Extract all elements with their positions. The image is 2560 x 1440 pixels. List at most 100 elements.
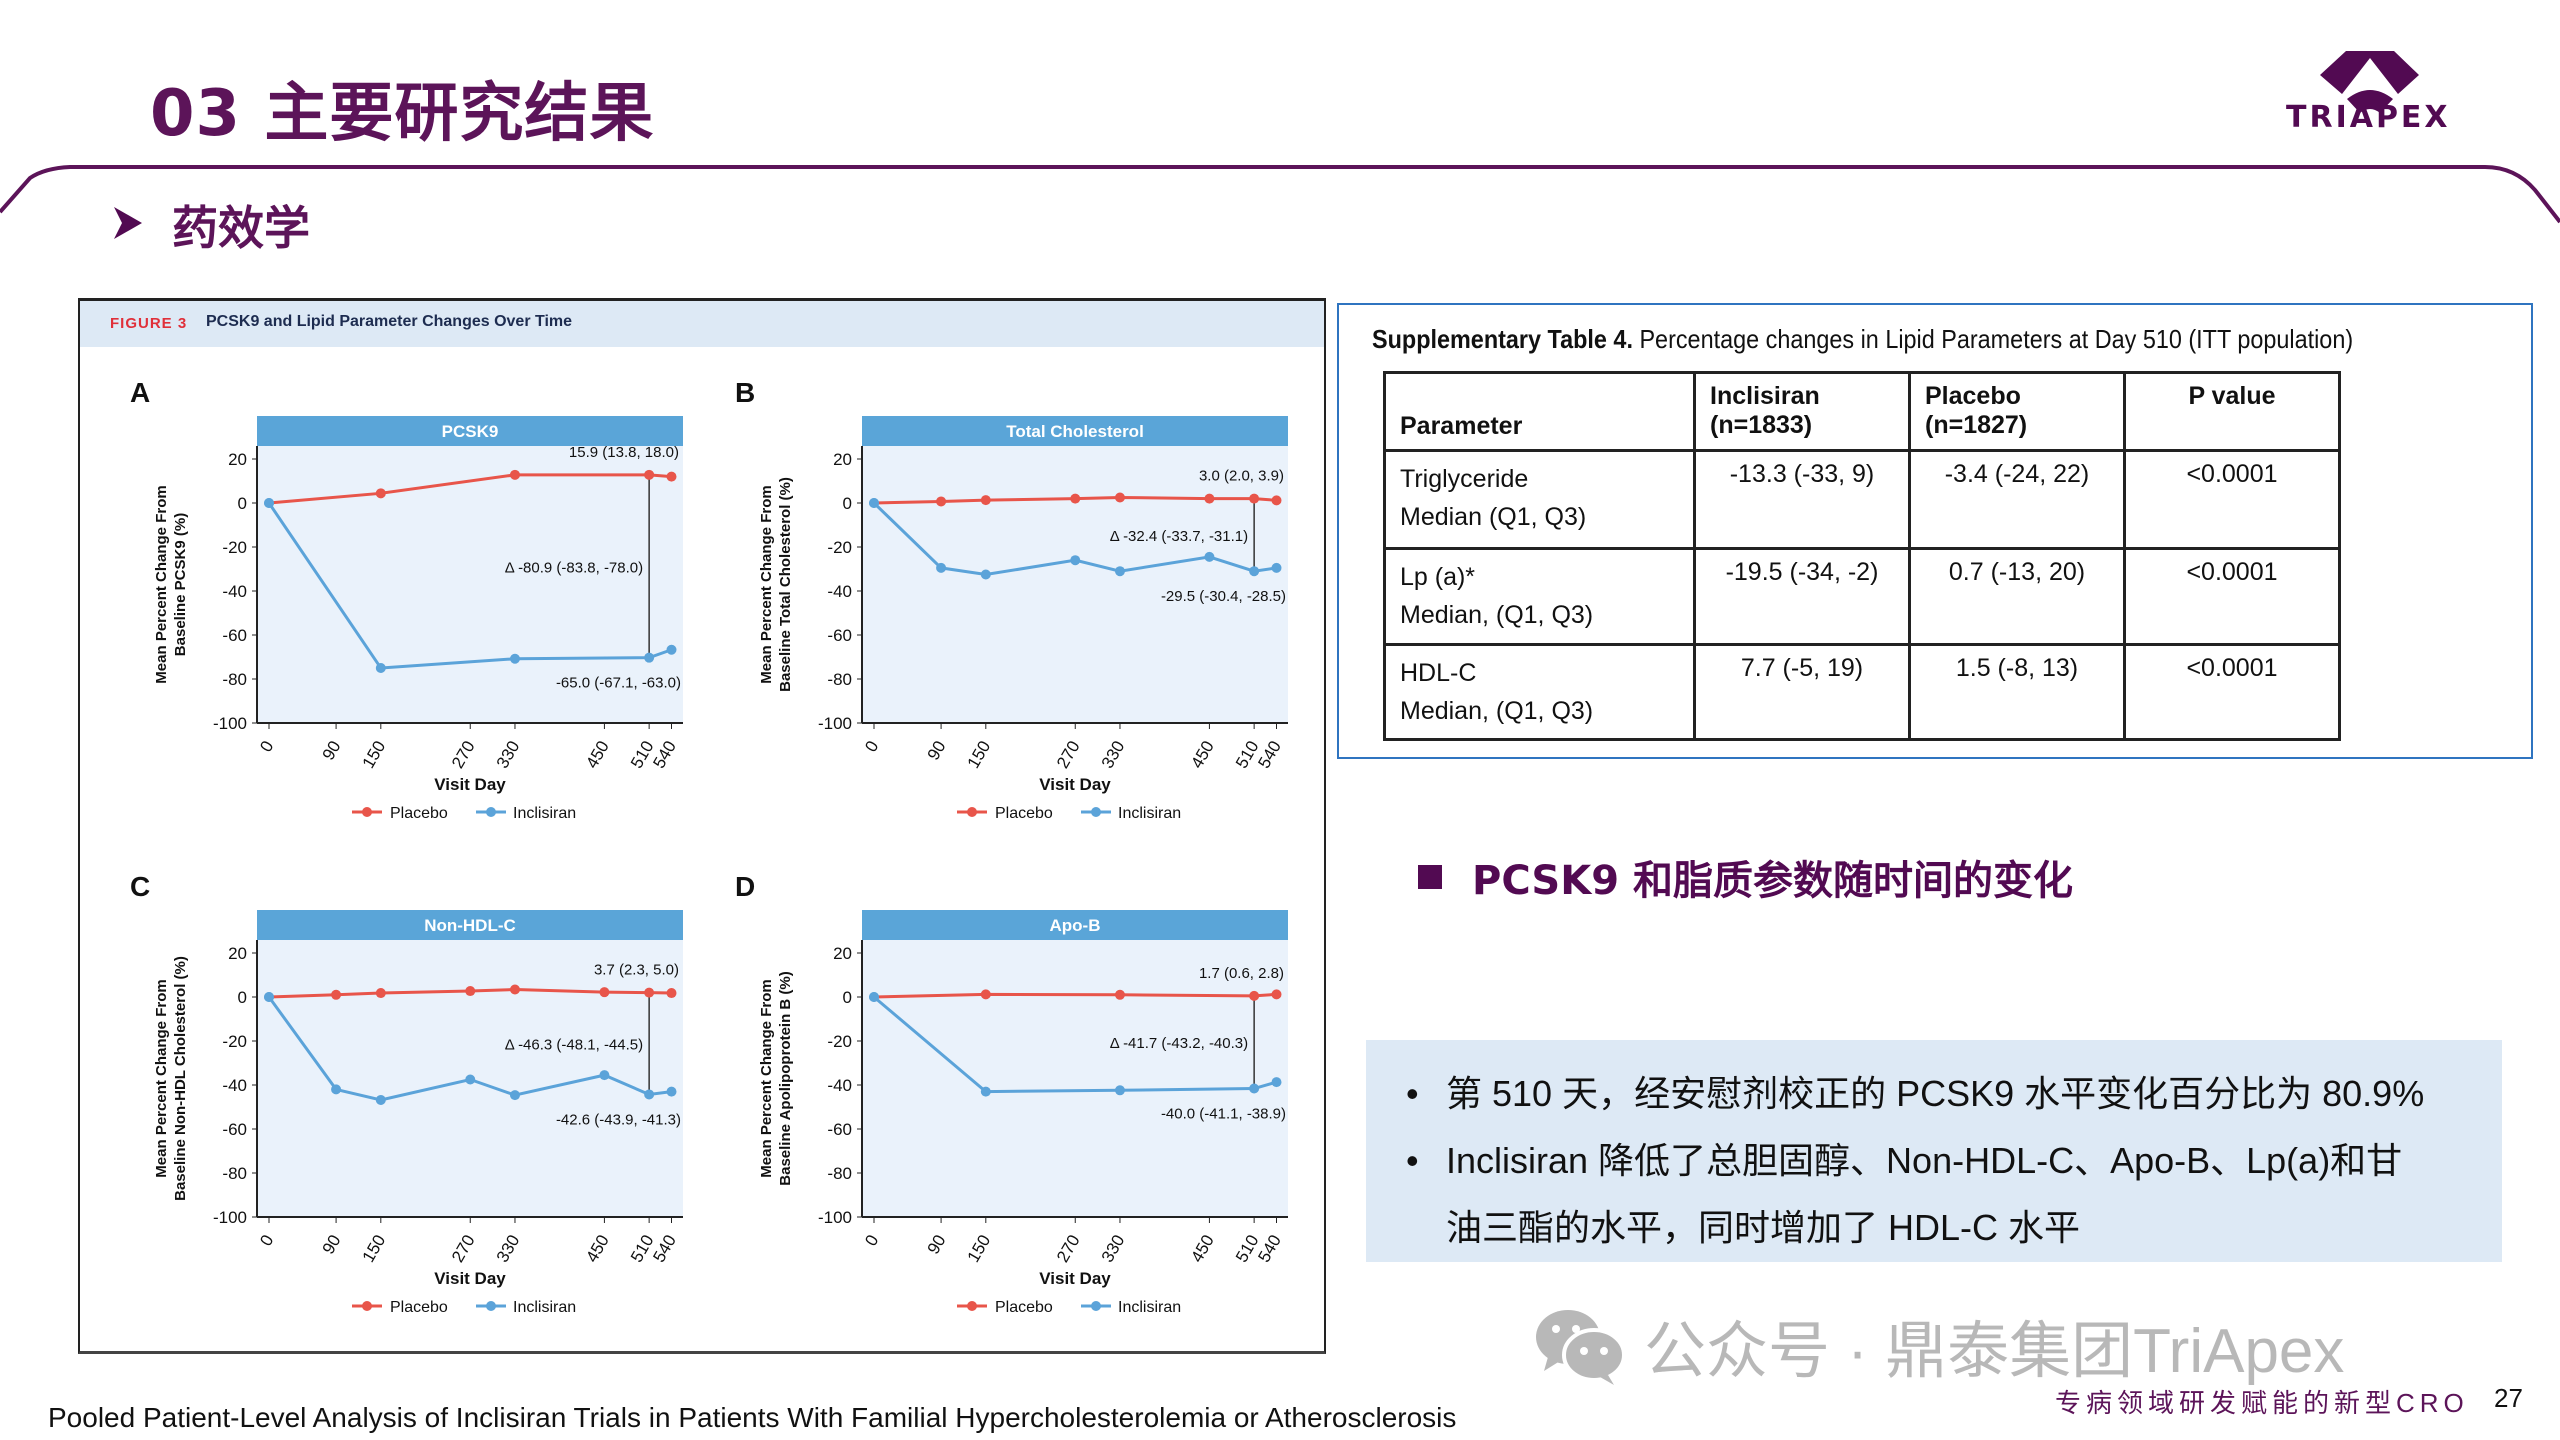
table-frame <box>1337 303 2533 759</box>
param-stat: Median, (Q1, Q3) <box>1400 601 1594 629</box>
y-tick-label: -20 <box>827 538 852 557</box>
lipid-table: Parameter Inclisiran (n=1833) Placebo (n=1… <box>1383 371 2341 741</box>
y-tick-label: -80 <box>827 1164 852 1183</box>
param-name: Lp (a)* <box>1400 563 1476 591</box>
inclisiran-point <box>1249 1083 1260 1094</box>
inclisiran-point <box>980 569 991 580</box>
placebo-point <box>644 987 655 998</box>
x-tick-label: 150 <box>964 738 995 772</box>
y-axis-label-line: Baseline Total Cholesterol (%) <box>777 477 794 692</box>
header-text: Inclisiran <box>1710 382 1820 410</box>
x-tick-label: 270 <box>448 738 479 772</box>
header-inclisiran: Inclisiran (n=1833) <box>1693 371 1911 452</box>
inclisiran-point <box>936 562 947 573</box>
cell-placebo: 1.5 (-8, 13) <box>1908 643 2126 741</box>
legend-inclisiran-label: Inclisiran <box>1118 805 1181 822</box>
y-tick-label: 20 <box>228 944 247 963</box>
bullet-icon: • <box>1406 1073 1419 1114</box>
cell-placebo: 0.7 (-13, 20) <box>1908 547 2126 646</box>
cell-inclisiran: -19.5 (-34, -2) <box>1693 547 1911 646</box>
inclisiran-point <box>666 1086 677 1097</box>
placebo-point <box>980 989 991 1000</box>
y-axis-label: Mean Percent Change From Baseline Apolipo… <box>758 971 794 1185</box>
table-caption: Supplementary Table 4. Percentage change… <box>1372 324 2353 355</box>
inclisiran-point <box>1249 566 1260 577</box>
y-tick-label: 20 <box>833 450 852 469</box>
page-number: 27 <box>2494 1383 2523 1413</box>
placebo-point <box>1271 495 1282 506</box>
param-stat: Median (Q1, Q3) <box>1400 503 1587 531</box>
x-tick-label: 0 <box>861 738 882 756</box>
inclisiran-point <box>869 992 879 1002</box>
y-tick-label: -80 <box>222 670 247 689</box>
inclisiran-point <box>509 653 520 664</box>
header-text: (n=1833) <box>1710 411 1813 439</box>
y-tick-label: -60 <box>827 626 852 645</box>
notes-box: • 第 510 天，经安慰剂校正的 PCSK9 水平变化百分比为 80.9% • I… <box>1366 1040 2502 1262</box>
y-tick-label: -80 <box>222 1164 247 1183</box>
y-tick-label: 0 <box>238 494 247 513</box>
x-tick-label: 150 <box>359 1232 390 1266</box>
header-text: Parameter <box>1400 412 1523 440</box>
table-header-row: Parameter Inclisiran (n=1833) Placebo (n=1… <box>1383 371 2341 452</box>
x-tick-label: 330 <box>1098 738 1129 772</box>
y-tick-label: -100 <box>213 1208 247 1227</box>
panel-title-band <box>257 416 683 446</box>
placebo-point <box>666 471 677 482</box>
placebo-point <box>599 987 610 998</box>
legend-placebo-marker <box>967 1301 977 1311</box>
delta-annotation: Δ -46.3 (-48.1, -44.5) <box>505 1037 643 1054</box>
panel-title: Total Cholesterol <box>1006 422 1144 441</box>
y-axis-label-line: Baseline Non-HDL Cholesterol (%) <box>172 956 189 1201</box>
x-tick-label: 330 <box>493 1232 524 1266</box>
y-tick-label: -100 <box>818 1208 852 1227</box>
note-text: Inclisiran 降低了总胆固醇、Non-HDL-C、Apo-B、Lp(a)… <box>1446 1140 2403 1181</box>
x-tick-label: 540 <box>649 738 680 772</box>
placebo-annotation: 3.7 (2.3, 5.0) <box>594 962 679 979</box>
placebo-point <box>666 988 677 999</box>
y-axis-label: Mean Percent Change From Baseline Non-HDL… <box>153 956 189 1201</box>
inclisiran-point <box>644 1089 655 1100</box>
x-tick-label: 90 <box>924 738 950 764</box>
y-axis-label: Mean Percent Change From Baseline Total C… <box>758 477 794 692</box>
x-tick-label: 450 <box>1187 1232 1218 1266</box>
note-item: • 第 510 天，经安慰剂校正的 PCSK9 水平变化百分比为 80.9% <box>1406 1060 2502 1127</box>
cell-inclisiran: -13.3 (-33, 9) <box>1693 449 1911 550</box>
placebo-point <box>509 469 520 480</box>
x-tick-label: 150 <box>359 738 390 772</box>
wechat-icon <box>1536 1310 1626 1385</box>
legend-placebo-label: Placebo <box>390 1299 448 1316</box>
placebo-annotation: 15.9 (13.8, 18.0) <box>569 444 679 461</box>
section-heading: PCSK9 和脂质参数随时间的变化 <box>1418 848 2073 906</box>
chart-panel-d: D Apo-B 20 0 -20 -40 -60 -80 -100 0 90 150 270 330 450… <box>735 871 1288 1316</box>
y-tick-label: -40 <box>827 582 852 601</box>
panel-letter: A <box>130 377 150 408</box>
section-heading-text: PCSK9 和脂质参数随时间的变化 <box>1472 858 2073 904</box>
y-tick-label: -40 <box>222 582 247 601</box>
header-text: P value <box>2188 382 2276 410</box>
legend-placebo-marker <box>967 807 977 817</box>
y-axis-label: Mean Percent Change From Baseline PCSK9 (… <box>153 485 189 683</box>
placebo-point <box>375 488 386 499</box>
delta-annotation: Δ -32.4 (-33.7, -31.1) <box>1110 528 1248 545</box>
placebo-point <box>1070 493 1081 504</box>
header-text: Placebo <box>1925 382 2021 410</box>
placebo-point <box>1204 493 1215 504</box>
panel-letter: D <box>735 871 755 902</box>
legend-inclisiran-label: Inclisiran <box>513 1299 576 1316</box>
header-divider <box>0 165 2560 224</box>
inclisiran-annotation: -42.6 (-43.9, -41.3) <box>556 1111 681 1128</box>
table-row: HDL-C Median, (Q1, Q3) 7.7 (-5, 19) 1.5 (… <box>1383 643 2341 741</box>
y-tick-label: -60 <box>222 626 247 645</box>
inclisiran-point <box>509 1090 520 1101</box>
inclisiran-line <box>872 501 1277 577</box>
placebo-line <box>268 988 672 999</box>
x-tick-label: 0 <box>861 1232 882 1250</box>
panel-title-band <box>257 910 683 940</box>
delta-annotation: Δ -80.9 (-83.8, -78.0) <box>505 559 643 576</box>
inclisiran-point <box>331 1084 342 1095</box>
param-stat: Median, (Q1, Q3) <box>1400 697 1594 725</box>
x-tick-label: 540 <box>649 1232 680 1266</box>
placebo-point <box>1114 492 1125 503</box>
panel-letter: B <box>735 377 755 408</box>
